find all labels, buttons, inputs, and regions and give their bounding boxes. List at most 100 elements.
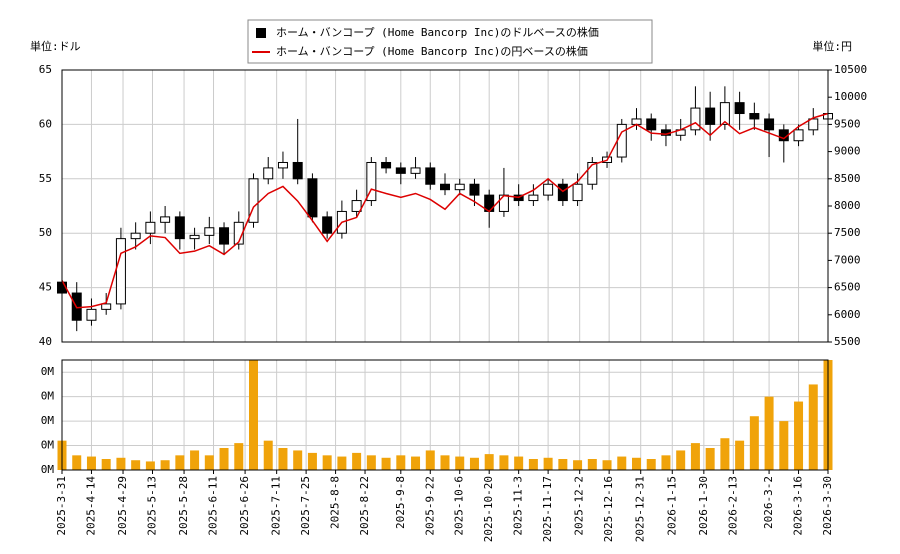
candle-body xyxy=(616,123,627,158)
volume-bar xyxy=(779,421,789,470)
volume-bar xyxy=(558,459,568,470)
y2-unit: 単位:円 xyxy=(812,39,852,53)
volume-tick-label: 0M xyxy=(41,414,55,427)
candle-body xyxy=(204,227,215,236)
x-tick-label: 2025-11-3 xyxy=(512,476,525,536)
candle-body xyxy=(469,183,480,196)
x-tick-label: 2025-11-17 xyxy=(541,476,554,542)
candle-body xyxy=(115,238,126,305)
candle-body xyxy=(572,183,583,202)
y-tick-label: 45 xyxy=(39,281,52,294)
candle-body xyxy=(646,118,657,131)
x-tick-label: 2025-8-22 xyxy=(358,476,371,536)
volume-tick-label: 0M xyxy=(41,390,55,403)
volume-bar xyxy=(543,457,553,470)
candle-body xyxy=(322,216,333,234)
candle-body xyxy=(219,227,230,245)
volume-bar xyxy=(528,459,538,470)
y-tick-label: 40 xyxy=(39,335,52,348)
volume-bar xyxy=(396,455,406,470)
x-tick-label: 2026-3-2 xyxy=(762,476,775,529)
volume-bar xyxy=(764,396,774,470)
volume-bar xyxy=(440,455,450,470)
candle-body xyxy=(351,200,362,212)
legend-swatch xyxy=(256,28,266,38)
candle-body xyxy=(498,194,509,212)
volume-bar xyxy=(278,448,288,470)
volume-tick-label: 0M xyxy=(41,439,55,452)
x-tick-label: 2025-12-16 xyxy=(602,476,615,542)
volume-bar xyxy=(263,440,273,470)
candle-body xyxy=(719,102,730,125)
candle-body xyxy=(130,232,141,240)
candle-body xyxy=(277,161,288,169)
volume-bar xyxy=(646,459,656,470)
candle-body xyxy=(808,118,819,131)
volume-frame xyxy=(61,359,829,471)
volume-bar xyxy=(425,450,435,470)
volume-bar xyxy=(499,455,509,470)
candle-body xyxy=(292,161,303,180)
volume-bar xyxy=(160,460,170,470)
volume-bar xyxy=(249,360,258,470)
x-tick-label: 2025-6-11 xyxy=(207,476,220,536)
yen-line xyxy=(61,112,829,309)
candle-body xyxy=(543,183,554,196)
candle-body xyxy=(263,167,274,180)
candle-body xyxy=(101,303,112,310)
candle-body xyxy=(764,118,775,131)
volume-bar xyxy=(705,448,715,470)
y2-tick-label: 5500 xyxy=(834,335,861,348)
x-tick-label: 2025-12-2 xyxy=(573,476,586,536)
volume-bar xyxy=(352,452,362,470)
y-tick-label: 50 xyxy=(39,226,52,239)
x-tick-label: 2025-9-8 xyxy=(394,476,407,529)
x-tick-label: 2025-7-25 xyxy=(299,476,312,536)
candle-body xyxy=(425,167,436,185)
volume-bar xyxy=(690,443,700,470)
volume-bar xyxy=(190,450,200,470)
candle-body xyxy=(734,102,745,115)
x-tick-label: 2026-2-13 xyxy=(726,476,739,536)
volume-bar xyxy=(86,456,96,470)
candle-body xyxy=(366,161,377,202)
candle-body xyxy=(410,167,421,174)
y2-tick-label: 7000 xyxy=(834,253,861,266)
volume-bar xyxy=(307,452,317,470)
volume-bar xyxy=(469,457,479,470)
y-tick-label: 60 xyxy=(39,117,52,130)
volume-bar xyxy=(145,461,155,470)
volume-bar xyxy=(632,457,641,470)
x-tick-label: 2025-9-22 xyxy=(423,476,436,536)
x-tick-label: 2025-8-8 xyxy=(329,476,342,529)
x-tick-label: 2026-1-15 xyxy=(665,476,678,536)
volume-bar xyxy=(101,459,111,470)
y2-tick-label: 7500 xyxy=(834,226,861,239)
candle-body xyxy=(189,234,200,240)
candle-body xyxy=(233,221,244,245)
marks xyxy=(57,86,833,470)
y2-tick-label: 10500 xyxy=(834,63,867,76)
volume-bar xyxy=(794,401,804,470)
volume-bar xyxy=(735,440,745,470)
volume-bar xyxy=(411,456,421,470)
volume-bar xyxy=(661,455,671,470)
volume-tick-label: 0M xyxy=(41,365,55,378)
volume-bar xyxy=(455,456,465,470)
candle-body xyxy=(440,183,450,191)
candle-body xyxy=(557,183,568,202)
y2-tick-label: 9000 xyxy=(834,145,861,158)
volume-bar xyxy=(808,384,818,470)
y-unit: 単位:ドル xyxy=(30,39,81,53)
candle-body xyxy=(86,308,97,321)
y2-tick-label: 9500 xyxy=(834,117,861,130)
candle-body xyxy=(749,113,760,120)
legend-label: ホーム・バンコープ (Home Bancorp Inc)の円ベースの株価 xyxy=(276,44,588,58)
volume-tick-label: 0M xyxy=(41,463,55,476)
x-tick-label: 2025-10-6 xyxy=(453,476,466,536)
x-tick-label: 2025-4-29 xyxy=(116,476,129,536)
volume-bar xyxy=(720,438,730,470)
x-tick-label: 2026-3-30 xyxy=(821,476,834,536)
x-tick-label: 2025-7-11 xyxy=(270,476,283,536)
candle-body xyxy=(690,107,701,131)
